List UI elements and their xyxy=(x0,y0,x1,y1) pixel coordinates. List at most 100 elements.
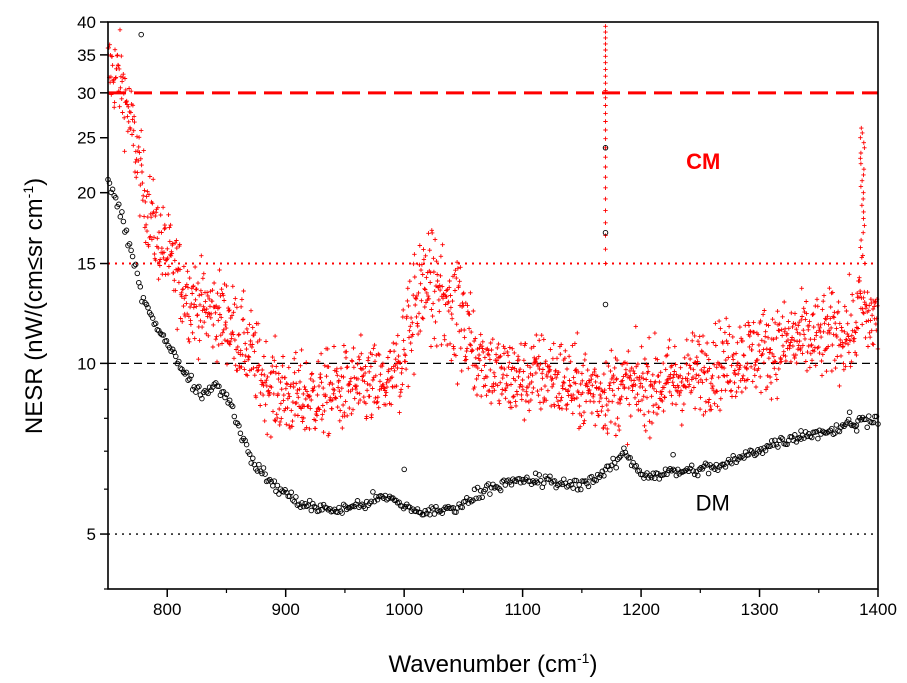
dm-outlier-point xyxy=(138,31,144,38)
dm-point xyxy=(775,444,781,450)
dm-point xyxy=(688,462,695,469)
dm-point xyxy=(243,441,250,448)
dm-point xyxy=(627,454,633,461)
dm-point xyxy=(305,502,311,509)
annotations: CM DM xyxy=(686,149,730,515)
dm-point xyxy=(431,511,438,517)
dm-point xyxy=(762,447,769,454)
dm-point xyxy=(306,497,313,504)
x-axis-title: Wavenumber (cm-1) xyxy=(389,650,598,678)
dm-outlier-point xyxy=(602,301,609,308)
dm-point xyxy=(126,241,133,247)
dm-point xyxy=(752,452,758,459)
dm-point xyxy=(850,422,857,428)
dm-point xyxy=(601,473,607,479)
dm-point xyxy=(661,471,667,478)
dm-point xyxy=(776,437,783,444)
dm-point xyxy=(767,443,773,449)
dm-point xyxy=(119,209,125,215)
cm-series-markers xyxy=(105,24,881,447)
dm-point xyxy=(578,486,584,493)
dm-point xyxy=(206,384,213,390)
dm-point xyxy=(259,470,265,477)
dm-point xyxy=(815,435,821,442)
dm-point xyxy=(152,320,159,327)
dm-point xyxy=(701,463,707,470)
dm-point xyxy=(795,436,801,442)
dm-point xyxy=(182,371,188,377)
x-tick-label: 1100 xyxy=(504,600,541,619)
dm-point xyxy=(228,402,234,408)
dm-point xyxy=(733,459,740,466)
dm-point xyxy=(424,510,430,517)
x-tick-label: 900 xyxy=(272,600,300,619)
dm-outlier-point xyxy=(401,466,407,473)
dm-point xyxy=(222,394,228,401)
dm-point xyxy=(456,501,462,507)
dm-point xyxy=(573,477,579,484)
dm-point xyxy=(487,491,493,497)
dm-point xyxy=(531,479,538,486)
dm-point xyxy=(594,471,601,478)
dm-point xyxy=(839,422,846,428)
dm-point xyxy=(125,242,131,249)
dm-point xyxy=(741,455,747,461)
dm-point xyxy=(836,428,843,435)
dm-point xyxy=(273,488,279,495)
dm-point xyxy=(473,495,479,502)
dm-label: DM xyxy=(696,491,730,516)
dm-point xyxy=(379,493,385,500)
dm-point xyxy=(120,218,127,225)
dm-point xyxy=(310,500,316,507)
dm-point xyxy=(357,502,364,509)
dm-point xyxy=(551,478,558,484)
dm-point xyxy=(203,389,210,395)
dm-point xyxy=(465,500,472,506)
dm-point xyxy=(156,327,162,334)
dm-point xyxy=(853,422,860,429)
dm-point xyxy=(122,229,128,235)
dm-point xyxy=(682,467,689,474)
dm-point xyxy=(414,506,421,512)
dm-point xyxy=(231,413,238,420)
dm-point xyxy=(584,480,590,487)
dm-point xyxy=(855,417,861,424)
dm-point xyxy=(317,502,324,508)
dm-point xyxy=(320,501,327,508)
dm-point xyxy=(608,462,615,469)
dm-point xyxy=(176,358,182,365)
dm-point xyxy=(134,270,141,277)
dm-point xyxy=(223,391,230,398)
dm-point xyxy=(217,392,224,398)
dm-point xyxy=(173,353,179,360)
plot-frame xyxy=(107,21,879,590)
dm-point xyxy=(250,455,256,462)
dm-point xyxy=(633,463,639,469)
dm-point xyxy=(260,465,267,471)
dm-point xyxy=(671,467,678,474)
dm-point xyxy=(143,301,150,308)
dm-point xyxy=(622,449,629,456)
dm-point xyxy=(716,464,723,470)
dm-point xyxy=(673,472,680,479)
dm-point xyxy=(293,494,299,500)
dm-point xyxy=(336,504,342,511)
dm-point xyxy=(308,507,315,514)
dm-point xyxy=(248,460,254,466)
dm-point xyxy=(216,383,222,390)
dm-point xyxy=(193,389,199,395)
dm-point xyxy=(183,369,190,376)
dm-point xyxy=(265,477,271,484)
x-tick-label: 1400 xyxy=(859,600,897,619)
dm-point xyxy=(698,465,704,471)
axis-ticks: 800 900 1000 1100 1200 1300 1400 5 10 15 20 25 30 35 4… xyxy=(77,13,897,619)
dm-point xyxy=(790,437,797,444)
dm-point xyxy=(847,421,854,427)
dm-point xyxy=(559,481,566,488)
dm-point xyxy=(614,456,621,463)
dm-point xyxy=(742,449,749,455)
dm-outlier-point xyxy=(846,409,853,415)
dm-point xyxy=(704,462,710,468)
dm-point xyxy=(705,470,712,477)
